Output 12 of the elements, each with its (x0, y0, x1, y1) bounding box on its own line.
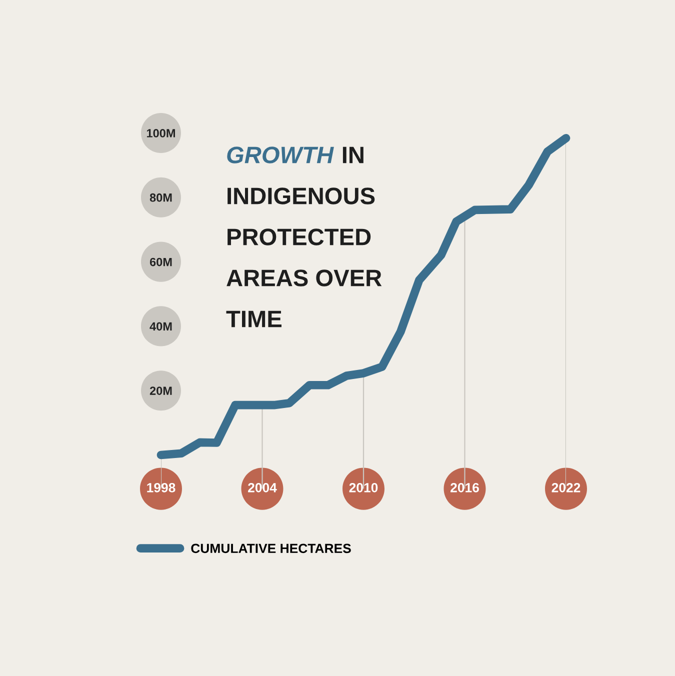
x-tick-label: 2004 (248, 483, 277, 492)
y-tick-label: 60M (150, 258, 172, 266)
x-tick-label: 2010 (349, 483, 378, 492)
legend-label: CUMULATIVE HECTARES (191, 544, 351, 554)
x-tick-label: 1998 (147, 483, 176, 492)
x-tick-label: 2016 (450, 483, 479, 492)
x-tick-label: 2022 (552, 483, 580, 492)
text: GROWTH IN INDIGENOUS PROTECTED AREAS OVER TIME (226, 146, 382, 328)
y-tick-label: 20M (150, 386, 172, 395)
y-tick-label: 80M (150, 193, 172, 202)
y-tick-label: 100M (146, 129, 175, 138)
y-tick-label: 40M (150, 322, 172, 331)
